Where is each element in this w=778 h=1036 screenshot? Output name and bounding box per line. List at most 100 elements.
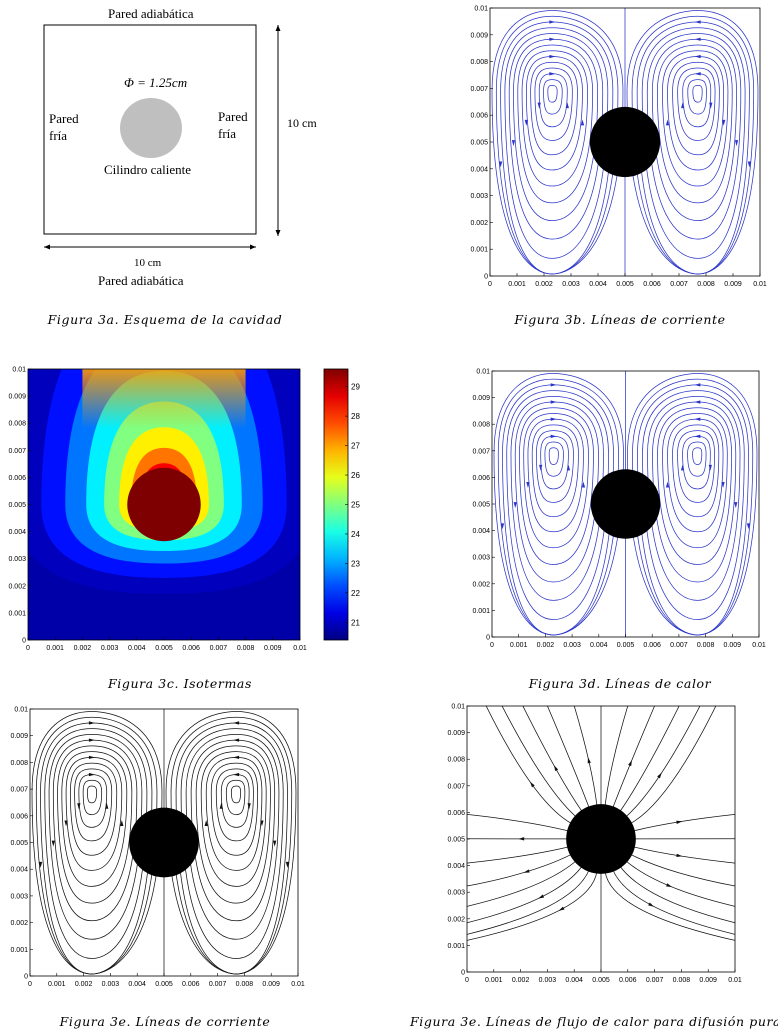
streamline: [69, 762, 118, 856]
x-tick-label: 0.008: [237, 645, 255, 652]
flow-arrow: [233, 721, 240, 725]
x-tick-label: 0.005: [617, 642, 635, 649]
streamline: [657, 407, 732, 565]
x-tick-label: 0.002: [75, 981, 93, 988]
cylinder-label: Cilindro caliente: [104, 162, 192, 177]
flow-arrow: [746, 523, 751, 530]
streamline: [534, 67, 573, 141]
x-tick-label: 0.004: [128, 981, 146, 988]
streamline: [544, 441, 564, 477]
streamline: [647, 395, 741, 601]
flow-arrow: [694, 72, 701, 76]
streamline: [65, 756, 123, 871]
streamline: [531, 424, 579, 518]
y-tick-label: 0.008: [10, 760, 28, 767]
x-tick-label: 0: [488, 281, 492, 288]
flow-arrow: [88, 772, 95, 777]
x-tick-label: 0.001: [46, 645, 64, 652]
x-tick-label: 0.009: [724, 281, 742, 288]
x-tick-label: 0.008: [673, 977, 691, 984]
x-tick-label: 0.008: [697, 642, 715, 649]
streamline: [543, 79, 563, 115]
flow-arrow: [694, 54, 701, 59]
streamline: [57, 745, 133, 904]
heat-flux-line: [604, 706, 629, 808]
x-tick-label: 0.007: [209, 981, 227, 988]
streamline: [626, 10, 759, 275]
flow-arrow: [526, 482, 530, 488]
hot-cylinder: [589, 106, 661, 178]
streamline: [195, 745, 271, 904]
flow-arrow: [734, 140, 739, 147]
x-tick-label: 0.001: [510, 642, 528, 649]
colorbar-tick-label: 24: [351, 530, 360, 539]
y-tick-label: 0.01: [476, 369, 490, 376]
left-wall-label-1: Pared: [49, 111, 79, 126]
streamline: [165, 711, 297, 975]
colorbar-tick-label: 21: [351, 618, 360, 627]
x-tick-label: 0.002: [512, 977, 530, 984]
colorbar-tick-label: 29: [351, 383, 360, 392]
flow-arrow: [721, 119, 726, 126]
streamline: [637, 384, 749, 636]
flow-arrow: [513, 502, 517, 509]
dimension-arrow-left: [44, 244, 50, 250]
y-tick-label: 0.003: [10, 893, 28, 900]
flow-arrow: [587, 757, 591, 764]
flow-arrow: [676, 853, 683, 857]
x-tick-label: 0: [28, 981, 32, 988]
heat-flux-line: [573, 706, 598, 808]
y-tick-label: 0.001: [447, 943, 465, 950]
streamline: [627, 373, 758, 636]
flow-arrow: [694, 20, 701, 24]
streamline-group: [31, 709, 297, 976]
x-tick-label: 0.005: [155, 981, 173, 988]
flow-arrow: [233, 755, 240, 760]
flow-arrow: [681, 102, 685, 109]
flow-arrow: [694, 417, 701, 421]
flow-arrow: [511, 140, 516, 147]
colorbar-tick-label: 25: [351, 501, 360, 510]
streamline: [692, 84, 703, 103]
flow-arrow: [553, 765, 559, 772]
streamline: [651, 38, 737, 221]
x-tick-label: 0.007: [646, 977, 664, 984]
flow-arrow: [51, 840, 55, 847]
flow-arrow: [204, 820, 208, 826]
streamline: [215, 768, 254, 842]
streamline: [180, 728, 284, 959]
flow-arrow: [747, 161, 752, 168]
y-tick-label: 0.002: [447, 916, 465, 923]
flow-arrow: [666, 883, 673, 888]
y-tick-label: 0.002: [10, 920, 28, 927]
colorbar-tick-label: 22: [351, 589, 360, 598]
flow-arrow: [648, 902, 655, 907]
schematic-drawing: [43, 24, 281, 250]
streamline: [687, 79, 707, 115]
y-tick-label: 0.01: [451, 704, 465, 711]
x-tick-label: 0.003: [562, 281, 580, 288]
y-tick-label: 0.006: [447, 810, 465, 817]
x-tick-label: 0.006: [619, 977, 637, 984]
flow-arrow: [694, 37, 701, 41]
flow-arrow: [734, 502, 738, 509]
heat-flux-line: [632, 814, 735, 832]
flow-arrow: [709, 102, 713, 109]
flow-arrow: [721, 482, 725, 488]
x-tick-label: 0.002: [537, 642, 555, 649]
streamline: [672, 61, 720, 156]
flow-arrow: [665, 119, 670, 126]
caption-3b: Figura 3b. Líneas de corriente: [514, 312, 726, 327]
y-tick-label: 0.006: [10, 813, 28, 820]
heat-flux-line: [467, 853, 573, 887]
y-tick-label: 0.004: [447, 863, 465, 870]
y-tick-label: 0.005: [447, 837, 465, 844]
diameter-label: Φ = 1.25cm: [124, 75, 188, 90]
flow-arrow: [628, 759, 632, 767]
flow-arrow: [694, 400, 701, 404]
y-tick-label: 0.009: [472, 395, 490, 402]
streamline: [519, 407, 594, 565]
streamline: [632, 378, 754, 636]
streamline: [677, 67, 716, 141]
